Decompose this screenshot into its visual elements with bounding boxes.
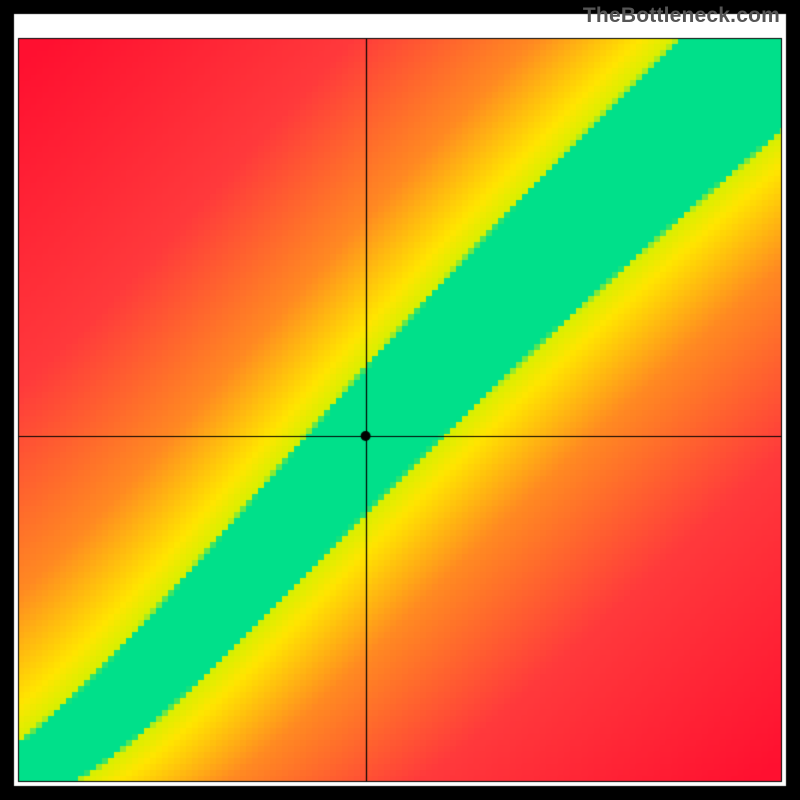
bottleneck-heatmap-canvas [0, 0, 800, 800]
